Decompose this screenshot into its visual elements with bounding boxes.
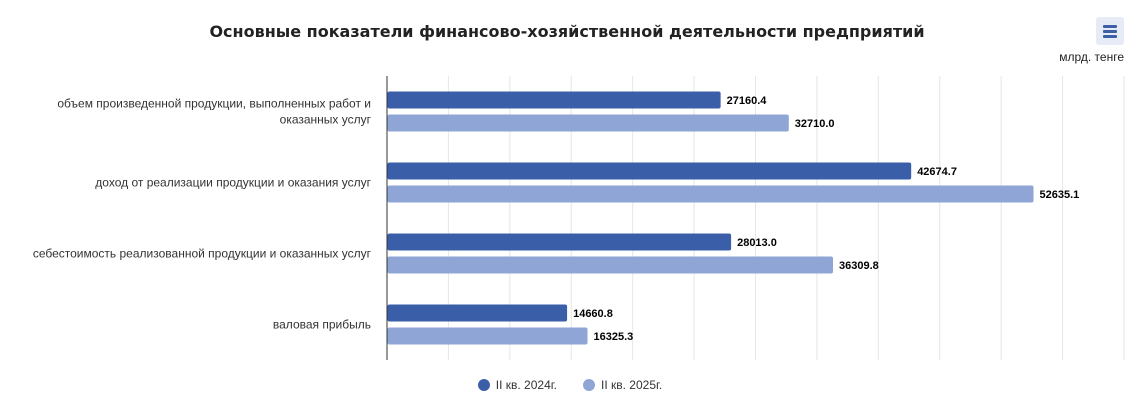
legend: II кв. 2024г. II кв. 2025г. (0, 378, 1140, 392)
category-label: объем произведенной продукции, выполненн… (57, 97, 371, 127)
category-label-line: объем произведенной продукции, выполненн… (57, 97, 371, 111)
data-label: 16325.3 (594, 331, 634, 343)
data-label: 28013.0 (737, 237, 777, 249)
bar (387, 304, 568, 322)
data-label: 27160.4 (727, 95, 768, 107)
bar (387, 114, 789, 132)
legend-marker-2024 (477, 379, 490, 391)
data-label: 52635.1 (1040, 189, 1080, 201)
category-label: себестоимость реализованной продукции и … (33, 247, 372, 261)
bar (387, 256, 834, 274)
category-label: валовая прибыль (273, 318, 371, 332)
legend-label-2024: II кв. 2024г. (495, 378, 557, 392)
category-label-line: валовая прибыль (273, 318, 371, 332)
category-label-line: себестоимость реализованной продукции и … (33, 247, 372, 261)
bar (387, 185, 1034, 203)
bar (387, 91, 721, 109)
legend-label-2025: II кв. 2025г. (601, 378, 663, 392)
chart-title: Основные показатели финансово-хозяйствен… (209, 22, 925, 41)
category-label: доход от реализации продукции и оказания… (95, 176, 371, 190)
bar (387, 162, 912, 180)
legend-marker-2025 (583, 379, 595, 391)
bar (387, 327, 588, 345)
unit-label: млрд. тенге (1059, 50, 1124, 64)
data-label: 36309.8 (839, 260, 879, 272)
category-label-line: оказанных услуг (280, 113, 372, 127)
legend-item-2025[interactable]: II кв. 2025г. (583, 378, 662, 392)
bar (387, 233, 732, 251)
data-label: 42674.7 (917, 166, 957, 178)
data-label: 32710.0 (795, 118, 835, 130)
category-label-line: доход от реализации продукции и оказания… (95, 176, 371, 190)
menu-icon[interactable] (1096, 17, 1124, 45)
legend-item-2024[interactable]: II кв. 2024г. (477, 378, 557, 392)
data-label: 14660.8 (573, 308, 613, 320)
